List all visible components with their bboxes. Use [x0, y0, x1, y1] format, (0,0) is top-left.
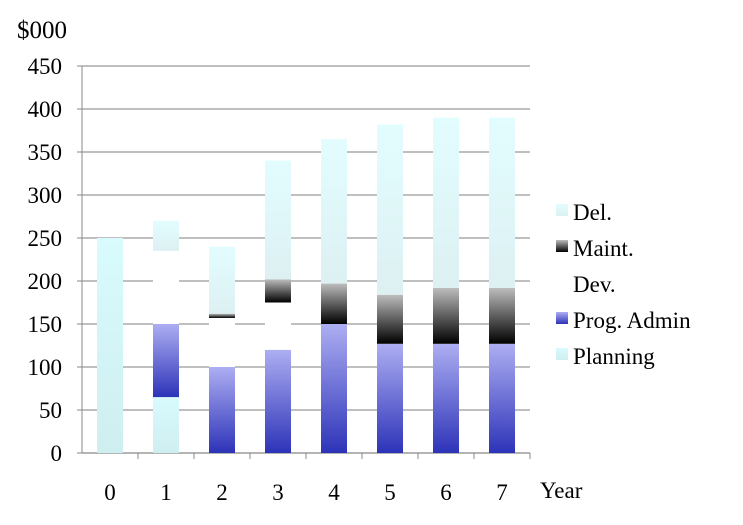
y-axis-title: $000: [17, 17, 67, 44]
y-tick-label: 250: [28, 226, 63, 251]
y-tick-label: 50: [39, 398, 62, 423]
bar-maint--year-6: [433, 287, 459, 344]
x-tick-label: 4: [328, 480, 340, 505]
bar-dev--year-2: [209, 317, 235, 367]
legend-swatch: [556, 240, 568, 252]
y-tick-label: 0: [51, 441, 63, 466]
x-tick-label: 3: [272, 480, 284, 505]
bar-maint--year-2: [209, 313, 235, 318]
legend-swatch: [556, 276, 568, 288]
bar-del--year-3: [265, 160, 291, 280]
y-tick-label: 300: [28, 183, 63, 208]
x-tick-label: 1: [160, 480, 172, 505]
x-tick-label: 5: [384, 480, 396, 505]
bar-prog-admin-year-7: [489, 343, 515, 453]
bar-planning-year-1: [153, 397, 179, 453]
bar-prog-admin-year-2: [209, 367, 235, 453]
y-tick-label: 150: [28, 312, 63, 337]
x-tick-label: 2: [216, 480, 228, 505]
y-tick-label: 350: [28, 140, 63, 165]
legend-label: Del.: [573, 200, 612, 225]
y-tick-label: 450: [28, 54, 63, 79]
legend-label: Dev.: [573, 272, 616, 297]
bar-maint--year-7: [489, 287, 515, 344]
bar-del--year-7: [489, 117, 515, 288]
bar-maint--year-4: [321, 283, 347, 324]
bar-prog-admin-year-4: [321, 324, 347, 453]
bar-del--year-4: [321, 139, 347, 284]
y-tick-label: 400: [28, 97, 63, 122]
bar-prog-admin-year-5: [377, 343, 403, 453]
bar-del--year-5: [377, 124, 403, 295]
legend-label: Maint.: [573, 236, 634, 261]
legend-label: Prog. Admin: [573, 308, 691, 333]
legend-swatch: [556, 204, 568, 216]
bar-del--year-2: [209, 246, 235, 314]
bar-dev--year-3: [265, 302, 291, 350]
bar-prog-admin-year-1: [153, 324, 179, 398]
x-axis-title: Year: [540, 478, 583, 503]
y-tick-label: 200: [28, 269, 63, 294]
bar-maint--year-5: [377, 294, 403, 344]
bar-prog-admin-year-6: [433, 343, 459, 453]
bar-del--year-1: [153, 220, 179, 251]
legend-label: Planning: [573, 344, 655, 369]
legend-swatch: [556, 348, 568, 360]
y-tick-label: 100: [28, 355, 63, 380]
bar-dev--year-1: [153, 250, 179, 324]
x-tick-label: 7: [496, 480, 508, 505]
legend-swatch: [556, 312, 568, 324]
bar-del--year-6: [433, 117, 459, 288]
bar-planning-year-0: [97, 238, 123, 453]
bar-maint--year-3: [265, 279, 291, 303]
x-tick-label: 0: [104, 480, 116, 505]
x-tick-label: 6: [440, 480, 452, 505]
bar-prog-admin-year-3: [265, 349, 291, 453]
